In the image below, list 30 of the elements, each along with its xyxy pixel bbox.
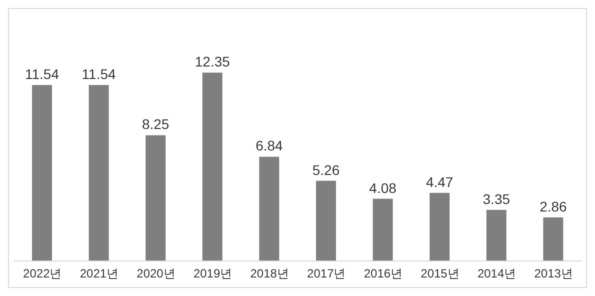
x-tick-label: 2017년: [307, 266, 346, 281]
bar: [259, 156, 280, 261]
bar: [372, 198, 393, 261]
bar: [543, 217, 564, 261]
bar: [88, 85, 109, 261]
x-tick-label: 2013년: [534, 266, 573, 281]
x-tick-label: 2019년: [193, 266, 232, 281]
data-label: 8.25: [142, 116, 170, 132]
bar: [486, 210, 506, 261]
bar: [32, 85, 52, 261]
x-tick-label: 2018년: [250, 266, 289, 281]
bar: [316, 180, 336, 261]
x-tick-label: 2020년: [136, 266, 176, 281]
bar: [430, 192, 450, 261]
bar: [202, 72, 222, 261]
data-label: 11.54: [82, 66, 116, 82]
data-label: 4.08: [369, 180, 397, 196]
data-label: 12.35: [194, 54, 230, 70]
bar: [146, 135, 166, 261]
x-tick-label: 2022년: [23, 266, 62, 281]
data-label: 4.47: [426, 174, 454, 190]
data-label: 11.54: [25, 66, 60, 82]
x-tick-label: 2014년: [477, 266, 516, 281]
data-label: 6.84: [256, 138, 284, 154]
data-label: 2.86: [540, 198, 568, 214]
x-tick-label: 2021년: [80, 266, 119, 281]
x-tick-label: 2016년: [364, 266, 403, 281]
data-label: 3.35: [482, 190, 510, 207]
data-label: 5.26: [312, 162, 340, 178]
x-tick-label: 2015년: [420, 266, 460, 281]
